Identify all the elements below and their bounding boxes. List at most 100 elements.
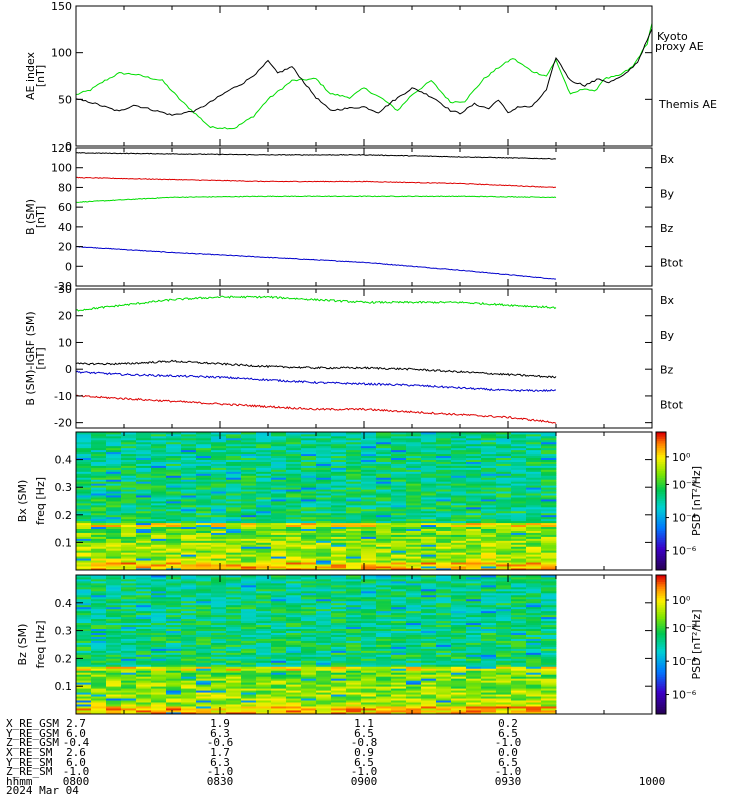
- spectrogram-cell: [226, 501, 242, 504]
- spectrogram-cell: [436, 608, 452, 612]
- spectrogram-cell: [316, 475, 332, 478]
- ephemeris-row-label: X_RE_GSM: [6, 717, 59, 730]
- spectrogram-cell: [181, 485, 197, 488]
- spectrogram-cell: [241, 562, 257, 565]
- spectrogram-cell: [241, 710, 257, 713]
- spectrogram-cell: [136, 712, 152, 715]
- spectrogram-cell: [526, 658, 542, 661]
- spectrogram-cell: [376, 558, 392, 561]
- spectrogram-cell: [316, 522, 332, 526]
- spectrogram-cell: [256, 600, 272, 604]
- spectrogram-cell: [91, 518, 107, 522]
- spectrogram-cell: [181, 483, 197, 486]
- spectrogram-cell: [196, 608, 212, 612]
- spectrogram-cell: [286, 483, 302, 486]
- spectrogram-cell: [91, 596, 107, 600]
- spectrogram-cell: [136, 506, 152, 510]
- spectrogram-cell: [226, 704, 242, 707]
- spectrogram-cell: [541, 437, 557, 441]
- spectrogram-cell: [151, 668, 167, 671]
- spectrogram-cell: [481, 558, 497, 561]
- spectrogram-cell: [181, 600, 197, 604]
- spectrogram-cell: [181, 692, 197, 695]
- spectrogram-cell: [301, 596, 317, 600]
- spectrogram-cell: [136, 457, 152, 460]
- spectrogram-cell: [106, 471, 122, 474]
- spectrogram-cell: [436, 548, 452, 551]
- spectrogram-cell: [106, 598, 122, 602]
- spectrogram-cell: [211, 666, 227, 669]
- spectrogram-cell: [91, 437, 107, 441]
- spectrogram-cell: [346, 698, 362, 701]
- colorbar-swatch: [656, 621, 666, 625]
- spectrogram-cell: [406, 534, 422, 537]
- spectrogram-cell: [226, 646, 242, 649]
- spectrogram-cell: [196, 648, 212, 651]
- spectrogram-cell: [496, 672, 512, 675]
- spectrogram-cell: [466, 459, 482, 462]
- spectrogram-cell: [466, 566, 482, 569]
- spectrogram-cell: [166, 586, 182, 590]
- spectrogram-cell: [346, 610, 362, 614]
- spectrogram-cell: [151, 546, 167, 549]
- spectrogram-cell: [241, 461, 257, 464]
- spectrogram-cell: [211, 522, 227, 526]
- spectrogram-cell: [226, 620, 242, 624]
- spectrogram-cell: [466, 610, 482, 614]
- spectrogram-cell: [361, 493, 377, 496]
- spectrogram-cell: [91, 475, 107, 478]
- spectrogram-cell: [376, 522, 392, 526]
- spectrogram-cell: [391, 614, 407, 618]
- spectrogram-cell: [301, 473, 317, 476]
- spectrogram-cell: [451, 449, 467, 453]
- spectrogram-cell: [511, 598, 527, 602]
- spectrogram-cell: [181, 690, 197, 693]
- spectrogram-cell: [256, 544, 272, 547]
- y-tick-label: 0.1: [55, 680, 73, 693]
- spectrogram-cell: [166, 457, 182, 460]
- spectrogram-cell: [196, 544, 212, 547]
- spectrogram-cell: [256, 678, 272, 681]
- spectrogram-cell: [91, 630, 107, 633]
- spectrogram-cell: [181, 632, 197, 635]
- spectrogram-cell: [511, 688, 527, 691]
- spectrogram-cell: [136, 584, 152, 588]
- spectrogram-cell: [376, 475, 392, 478]
- spectrogram-cell: [151, 508, 167, 512]
- spectrogram-cell: [376, 672, 392, 675]
- spectrogram-cell: [286, 630, 302, 633]
- spectrogram-cell: [151, 447, 167, 451]
- spectrogram-cell: [451, 479, 467, 482]
- spectrogram-cell: [376, 624, 392, 628]
- spectrogram-cell: [241, 502, 257, 506]
- spectrogram-cell: [376, 614, 392, 618]
- spectrogram-cell: [331, 510, 347, 514]
- spectrogram-cell: [406, 646, 422, 649]
- spectrogram-cell: [196, 702, 212, 705]
- spectrogram-cell: [361, 700, 377, 703]
- spectrogram-cell: [286, 600, 302, 604]
- spectrogram-cell: [121, 510, 137, 514]
- spectrogram-cell: [481, 540, 497, 543]
- spectrogram-cell: [301, 432, 317, 435]
- spectrogram-cell: [271, 584, 287, 588]
- spectrogram-cell: [511, 616, 527, 620]
- spectrogram-cell: [151, 475, 167, 478]
- spectrogram-cell: [286, 522, 302, 526]
- spectrogram-cell: [196, 646, 212, 649]
- spectrogram-cell: [271, 558, 287, 561]
- spectrogram-cell: [271, 471, 287, 474]
- spectrogram-cell: [436, 598, 452, 602]
- spectrogram-cell: [121, 544, 137, 547]
- spectrogram-cell: [196, 658, 212, 661]
- spectrogram-cell: [346, 575, 362, 578]
- spectrogram-cell: [421, 602, 437, 606]
- spectrogram-cell: [346, 584, 362, 588]
- spectrogram-cell: [526, 550, 542, 553]
- spectrogram-cell: [106, 558, 122, 561]
- spectrogram-cell: [226, 580, 242, 584]
- spectrogram-cell: [391, 481, 407, 484]
- spectrogram-cell: [451, 465, 467, 468]
- spectrogram-cell: [511, 499, 527, 502]
- spectrogram-cell: [256, 432, 272, 435]
